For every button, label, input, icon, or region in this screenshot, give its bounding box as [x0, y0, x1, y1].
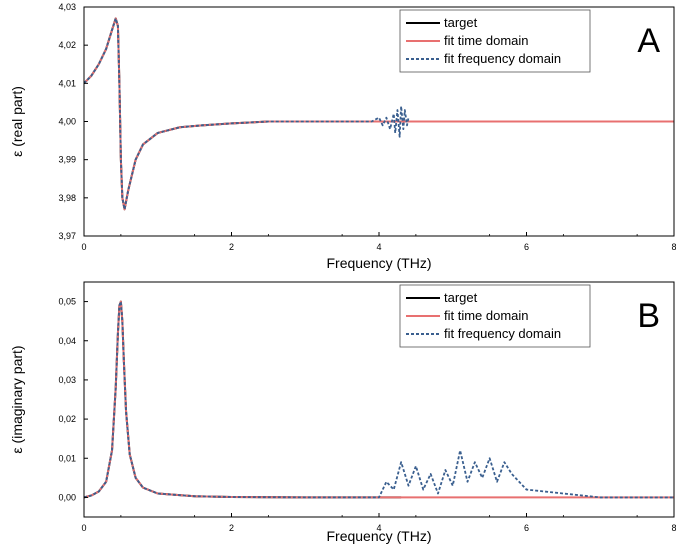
y-tick-label: 0,02	[58, 414, 76, 424]
chart-panel-a: 0 2 4 6 8 3,97 3,98 3,99 4,00 4,01 4,02 4,03 Frequen…	[9, 2, 676, 271]
y-tick-label: 3,99	[58, 155, 76, 165]
plot-area	[84, 17, 674, 211]
legend-entry: fit time domain	[444, 308, 529, 323]
legend-entry: target	[444, 15, 478, 30]
y-tick-label: 4,02	[58, 40, 76, 50]
chart-panel-b: 0 2 4 6 8 0,00 0,01 0,02 0,03 0,04 0,05 Frequency (…	[9, 281, 676, 544]
x-tick-label: 4	[376, 242, 381, 252]
y-axis-label: ε (imaginary part)	[9, 345, 25, 453]
legend-entry: fit time domain	[444, 33, 529, 48]
y-tick-label: 3,98	[58, 193, 76, 203]
legend-entry: fit frequency domain	[444, 326, 561, 341]
y-tick-label: 0,00	[58, 492, 76, 502]
y-tick-label: 4,03	[58, 2, 76, 12]
y-tick-label: 3,97	[58, 231, 76, 241]
x-tick-label: 0	[81, 242, 86, 252]
x-tick-label: 6	[524, 523, 529, 533]
x-tick-label: 2	[229, 242, 234, 252]
legend: target fit time domain fit frequency domai…	[399, 284, 591, 348]
series-line-2	[84, 300, 674, 499]
series-line-2	[84, 17, 410, 211]
y-tick-label: 4,00	[58, 117, 76, 127]
panel-letter: A	[637, 22, 660, 60]
y-axis-label: ε (real part)	[9, 86, 25, 157]
y-tick-label: 4,01	[58, 78, 76, 88]
plot-area	[84, 300, 674, 499]
x-tick-label: 6	[524, 242, 529, 252]
x-axis-label: Frequency (THz)	[326, 255, 431, 271]
x-tick-label: 8	[671, 242, 676, 252]
x-tick-label: 4	[376, 523, 381, 533]
y-tick-label: 0,01	[58, 453, 76, 463]
x-tick-label: 8	[671, 523, 676, 533]
x-tick-label: 2	[229, 523, 234, 533]
panel-letter: B	[637, 297, 660, 335]
y-tick-label: 0,04	[58, 336, 76, 346]
legend-entry: fit frequency domain	[444, 51, 561, 66]
y-tick-label: 0,03	[58, 375, 76, 385]
x-tick-label: 0	[81, 523, 86, 533]
legend-entry: target	[444, 290, 478, 305]
legend: target fit time domain fit frequency domai…	[399, 9, 591, 73]
y-tick-label: 0,05	[58, 297, 76, 307]
x-axis-label: Frequency (THz)	[326, 528, 431, 544]
series-line-0	[84, 300, 402, 499]
